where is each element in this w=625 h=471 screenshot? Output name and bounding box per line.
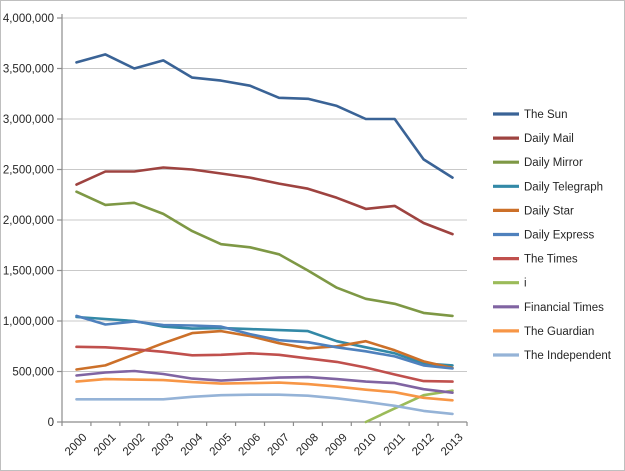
series-line-daily-mail — [75, 166, 454, 236]
y-axis-label: 1,500,000 — [3, 266, 54, 278]
legend-item-daily-telegraph: Daily Telegraph — [493, 181, 603, 193]
x-axis-label: 2007 — [266, 432, 293, 459]
legend-label: The Times — [524, 254, 578, 266]
x-axis-label: 2002 — [121, 432, 148, 459]
legend-item-daily-star: Daily Star — [493, 205, 574, 217]
legend-label: Financial Times — [524, 302, 604, 314]
series-line-the-guardian — [75, 377, 454, 402]
series-line-daily-star — [75, 329, 454, 371]
series-line-financial-times — [75, 369, 454, 395]
legend-label: Daily Telegraph — [524, 181, 603, 193]
x-axis-label: 2004 — [179, 431, 206, 458]
y-axis-label: 4,000,000 — [3, 13, 54, 25]
legend-label: The Guardian — [524, 326, 594, 338]
y-axis-label: 500,000 — [12, 367, 54, 379]
series-line-the-times — [75, 345, 454, 383]
y-axis-label: 1,000,000 — [3, 316, 54, 328]
y-axis-label: 2,000,000 — [3, 215, 54, 227]
y-axis-label: 0 — [48, 417, 54, 429]
legend-item-the-guardian: The Guardian — [493, 326, 594, 338]
x-axis-label: 2003 — [150, 432, 177, 459]
series-line-i — [364, 389, 454, 424]
x-axis-label: 2008 — [294, 432, 321, 459]
legend-item-daily-mirror: Daily Mirror — [493, 157, 583, 169]
legend-item-daily-express: Daily Express — [493, 230, 595, 242]
x-axis-label: 2000 — [63, 432, 90, 459]
x-axis-label: 2012 — [410, 432, 437, 459]
x-axis-label: 2013 — [439, 432, 466, 459]
y-axis-label: 3,000,000 — [3, 114, 54, 126]
series-line-daily-mirror — [75, 190, 454, 318]
x-axis-label: 2006 — [237, 432, 264, 459]
legend-label: Daily Express — [524, 230, 595, 242]
x-axis-label: 2005 — [208, 432, 235, 459]
legend-item-i: i — [493, 278, 527, 290]
legend-label: Daily Mirror — [524, 157, 583, 169]
series-line-the-independent — [75, 393, 454, 416]
y-axis-label: 3,500,000 — [3, 64, 54, 76]
x-axis-label: 2011 — [382, 432, 408, 458]
legend-item-the-times: The Times — [493, 254, 578, 266]
legend-item-daily-mail: Daily Mail — [493, 133, 574, 145]
legend-item-the-sun: The Sun — [493, 109, 567, 121]
legend-label: The Sun — [524, 109, 567, 121]
x-axis-label: 2010 — [352, 432, 379, 459]
legend-item-financial-times: Financial Times — [493, 302, 604, 314]
legend-label: Daily Mail — [524, 133, 574, 145]
x-axis-label: 2009 — [323, 432, 350, 459]
series-line-the-sun — [75, 53, 454, 179]
series-line-daily-express — [75, 314, 454, 370]
y-axis-label: 2,500,000 — [3, 165, 54, 177]
legend-label: Daily Star — [524, 205, 574, 217]
legend-item-the-independent: The Independent — [493, 350, 612, 362]
x-axis-label: 2001 — [92, 432, 119, 459]
legend-label: i — [524, 278, 527, 290]
legend-label: The Independent — [524, 350, 612, 362]
